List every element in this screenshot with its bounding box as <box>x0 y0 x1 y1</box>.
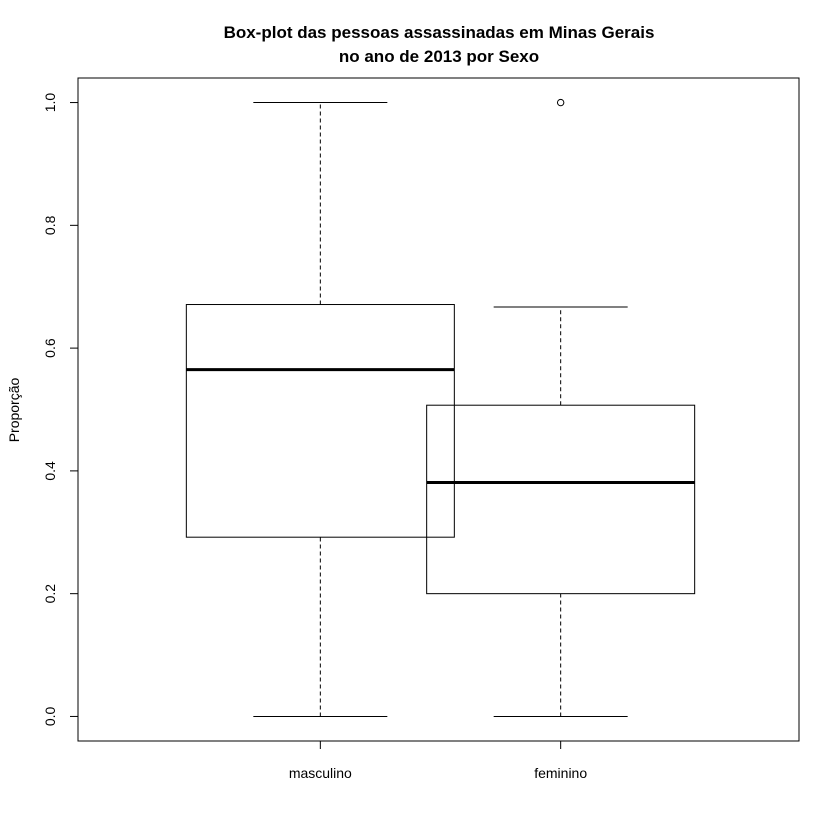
y-tick-label: 0.2 <box>42 584 58 604</box>
chart-title-line-2: no ano de 2013 por Sexo <box>339 47 539 66</box>
outlier-point <box>556 98 565 107</box>
box-iqr <box>426 404 696 595</box>
y-axis-label: Proporção <box>6 377 22 442</box>
chart-title-line-1: Box-plot das pessoas assassinadas em Min… <box>224 23 655 42</box>
y-tick-label: 0.0 <box>42 707 58 727</box>
y-tick-label: 0.4 <box>42 461 58 481</box>
x-tick-label: feminino <box>534 765 587 781</box>
x-axis: masculino feminino <box>289 740 587 781</box>
y-tick-label: 0.6 <box>42 338 58 358</box>
box-group <box>185 98 696 717</box>
y-tick-label: 1.0 <box>42 93 58 113</box>
y-axis: 0.0 0.2 0.4 0.6 0.8 1.0 <box>42 93 79 727</box>
box-iqr <box>185 304 455 538</box>
x-tick-label: masculino <box>289 765 352 781</box>
y-tick-label: 0.8 <box>42 215 58 235</box>
